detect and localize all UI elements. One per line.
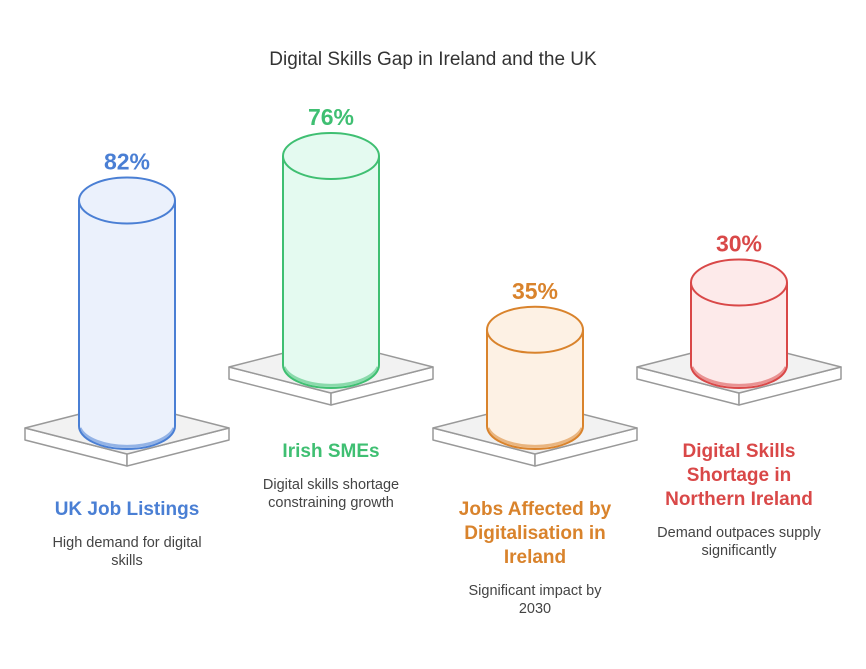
- bar-group-irish-smes: 76%: [228, 104, 434, 406]
- bar-outline: [78, 200, 176, 450]
- description-ni-shortage: Demand outpaces supply significantly: [657, 525, 821, 559]
- bar-base-shadow: [78, 427, 176, 448]
- bar-irish-smes: [283, 156, 379, 388]
- bar-top: [690, 258, 788, 307]
- bar-top: [78, 176, 176, 225]
- bar-base-shadow: [486, 427, 584, 448]
- bar-uk-job-listings: [79, 200, 175, 449]
- bar-outline: [282, 156, 380, 389]
- description-irish-smes: Digital skills shortage constraining gro…: [262, 477, 400, 511]
- bar-ni-shortage: [691, 282, 787, 388]
- category-label-uk-job-listings: UK Job Listings: [54, 499, 200, 520]
- description-jobs-affected: Significant impact by 2030: [468, 583, 602, 617]
- bar-base-shadow: [282, 366, 380, 387]
- description-uk-job-listings: High demand for digital skills: [52, 535, 202, 569]
- category-label-jobs-affected: Jobs Affected by Digitalisation in Irela…: [458, 499, 612, 568]
- bar-group-uk-job-listings: 82%: [24, 149, 230, 467]
- category-label-ni-shortage: Digital Skills Shortage in Northern Irel…: [665, 441, 813, 510]
- chart-title: Digital Skills Gap in Ireland and the UK: [269, 49, 597, 70]
- bar-group-jobs-affected: 35%: [432, 278, 638, 467]
- value-label-irish-smes: 76%: [308, 104, 354, 130]
- bar-jobs-affected: [487, 329, 583, 449]
- bar-group-ni-shortage: 30%: [636, 231, 842, 406]
- bar-outline: [690, 282, 788, 389]
- value-label-uk-job-listings: 82%: [104, 149, 150, 175]
- value-label-jobs-affected: 35%: [512, 278, 558, 304]
- value-label-ni-shortage: 30%: [716, 231, 762, 257]
- bar-outline: [486, 329, 584, 450]
- bar-top: [486, 305, 584, 354]
- category-label-irish-smes: Irish SMEs: [282, 441, 380, 462]
- bar-top: [282, 132, 380, 180]
- bar-base-shadow: [690, 366, 788, 387]
